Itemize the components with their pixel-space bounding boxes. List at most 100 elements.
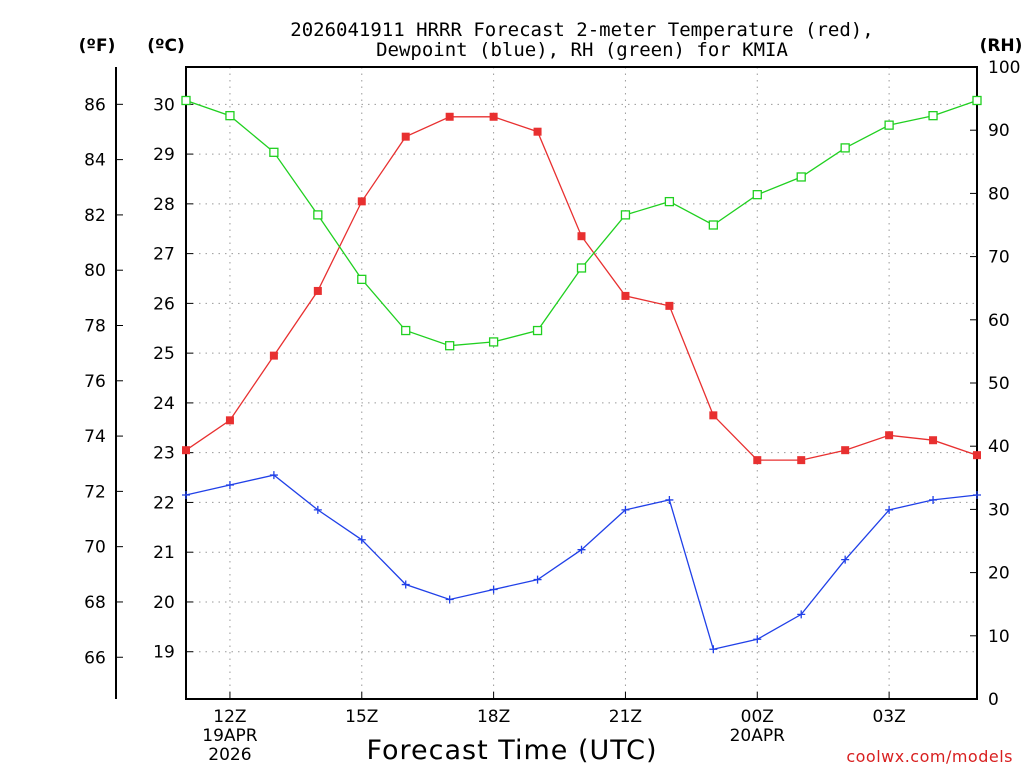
- tick-labels: 19 20 21 22 23 24 25 26 27 28 29 30 66 68 70 72 74 76 78 80…: [84, 58, 1020, 765]
- temperature-point: [709, 411, 718, 420]
- dewpoint-point: [797, 610, 806, 619]
- celsius-tick-label: 24: [153, 394, 175, 414]
- dewpoint-point: [269, 471, 278, 480]
- celsius-tick-label: 20: [153, 593, 175, 613]
- celsius-tick-label: 28: [153, 195, 175, 215]
- celsius-tick-label: 19: [153, 643, 175, 663]
- celsius-tick-label: 25: [153, 344, 175, 364]
- data-series: [181, 95, 982, 654]
- temperature-point: [665, 301, 674, 310]
- rh-point: [576, 263, 587, 273]
- x-tick-label: 18Z: [477, 707, 510, 727]
- dewpoint-line: [185, 474, 978, 650]
- rh-unit-label: (RH): [980, 36, 1023, 56]
- rh-point: [972, 95, 982, 106]
- chart-title-line2: Dewpoint (blue), RH (green) for KMIA: [376, 39, 788, 61]
- dewpoint-point: [357, 535, 366, 544]
- celsius-tick-label: 26: [153, 294, 175, 314]
- chart-title-line1: 2026041911 HRRR Forecast 2-meter Tempera…: [290, 19, 873, 41]
- x-tick-year-label: 2026: [208, 745, 251, 765]
- rh-point: [840, 143, 850, 153]
- dewpoint-point: [709, 645, 718, 654]
- x-tick-date-label: 20APR: [730, 726, 786, 746]
- fahrenheit-tick-label: 78: [84, 316, 106, 336]
- rh-tick-label: 70: [988, 248, 1010, 268]
- rh-point: [269, 147, 279, 157]
- dewpoint-point: [885, 505, 894, 514]
- dewpoint-point: [973, 490, 981, 499]
- rh-point: [664, 196, 675, 207]
- rh-point: [796, 172, 806, 182]
- temperature-line: [185, 116, 978, 461]
- rh-point: [532, 325, 543, 336]
- fahrenheit-tick-label: 66: [84, 648, 106, 668]
- dewpoint-point: [841, 555, 850, 564]
- rh-point: [620, 210, 631, 220]
- axes: [115, 66, 978, 700]
- rh-point: [752, 190, 762, 200]
- temperature-point: [313, 286, 322, 295]
- dewpoint-point: [577, 545, 586, 554]
- dewpoint-point: [225, 481, 234, 490]
- x-tick-label: 03Z: [872, 707, 905, 727]
- x-tick-label: 00Z: [741, 707, 774, 727]
- rh-tick-label: 60: [988, 311, 1010, 331]
- rh-tick-label: 100: [988, 58, 1020, 78]
- x-tick-date-label: 19APR: [202, 726, 258, 746]
- rh-line: [185, 99, 978, 347]
- rh-tick-label: 10: [988, 627, 1010, 647]
- temperature-point: [533, 127, 542, 136]
- temperature-point: [885, 431, 894, 440]
- rh-tick-label: 90: [988, 121, 1010, 141]
- celsius-tick-label: 27: [153, 245, 175, 265]
- dewpoint-point: [621, 505, 630, 514]
- rh-point: [225, 111, 235, 121]
- plot-frame: [185, 66, 978, 700]
- rh-point: [708, 220, 718, 230]
- rh-point: [357, 274, 367, 285]
- watermark: coolwx.com/models: [846, 747, 1013, 766]
- fahrenheit-tick-label: 72: [84, 482, 106, 502]
- dewpoint-point: [182, 490, 190, 499]
- fahrenheit-tick-label: 68: [84, 593, 106, 613]
- rh-tick-label: 20: [988, 564, 1010, 584]
- celsius-unit-label: (ºC): [147, 36, 185, 56]
- rh-tick-label: 30: [988, 500, 1010, 520]
- rh-tick-label: 40: [988, 437, 1010, 457]
- temperature-point: [489, 112, 498, 121]
- grid-lines: [186, 67, 977, 699]
- fahrenheit-tick-label: 80: [84, 261, 106, 281]
- rh-tick-label: 0: [988, 690, 999, 710]
- x-tick-label: 21Z: [609, 707, 642, 727]
- x-tick-label: 15Z: [345, 707, 378, 727]
- temperature-point: [182, 446, 190, 455]
- dewpoint-point: [401, 580, 410, 589]
- x-tick-label: 12Z: [213, 707, 246, 727]
- temperature-point: [929, 436, 938, 445]
- temperature-point: [357, 197, 366, 206]
- temperature-point: [225, 416, 234, 425]
- temperature-point: [621, 291, 630, 300]
- celsius-tick-label: 21: [153, 543, 175, 563]
- dewpoint-point: [445, 595, 454, 604]
- x-axis-label: Forecast Time (UTC): [366, 735, 657, 766]
- fahrenheit-tick-label: 82: [84, 206, 106, 226]
- temperature-point: [973, 451, 981, 460]
- temperature-point: [753, 456, 762, 465]
- celsius-tick-label: 29: [153, 145, 175, 165]
- celsius-tick-label: 30: [153, 95, 175, 115]
- dewpoint-point: [665, 495, 674, 504]
- temperature-point: [797, 456, 806, 465]
- temperature-point: [841, 446, 850, 455]
- fahrenheit-tick-label: 84: [84, 151, 106, 171]
- fahrenheit-tick-label: 74: [84, 427, 106, 447]
- rh-point: [445, 341, 455, 351]
- rh-tick-label: 50: [988, 374, 1010, 394]
- fahrenheit-tick-label: 86: [84, 95, 106, 115]
- dewpoint-point: [313, 505, 322, 514]
- rh-point: [884, 120, 894, 130]
- rh-tick-label: 80: [988, 184, 1010, 204]
- fahrenheit-tick-label: 76: [84, 372, 106, 392]
- temperature-point: [577, 232, 586, 241]
